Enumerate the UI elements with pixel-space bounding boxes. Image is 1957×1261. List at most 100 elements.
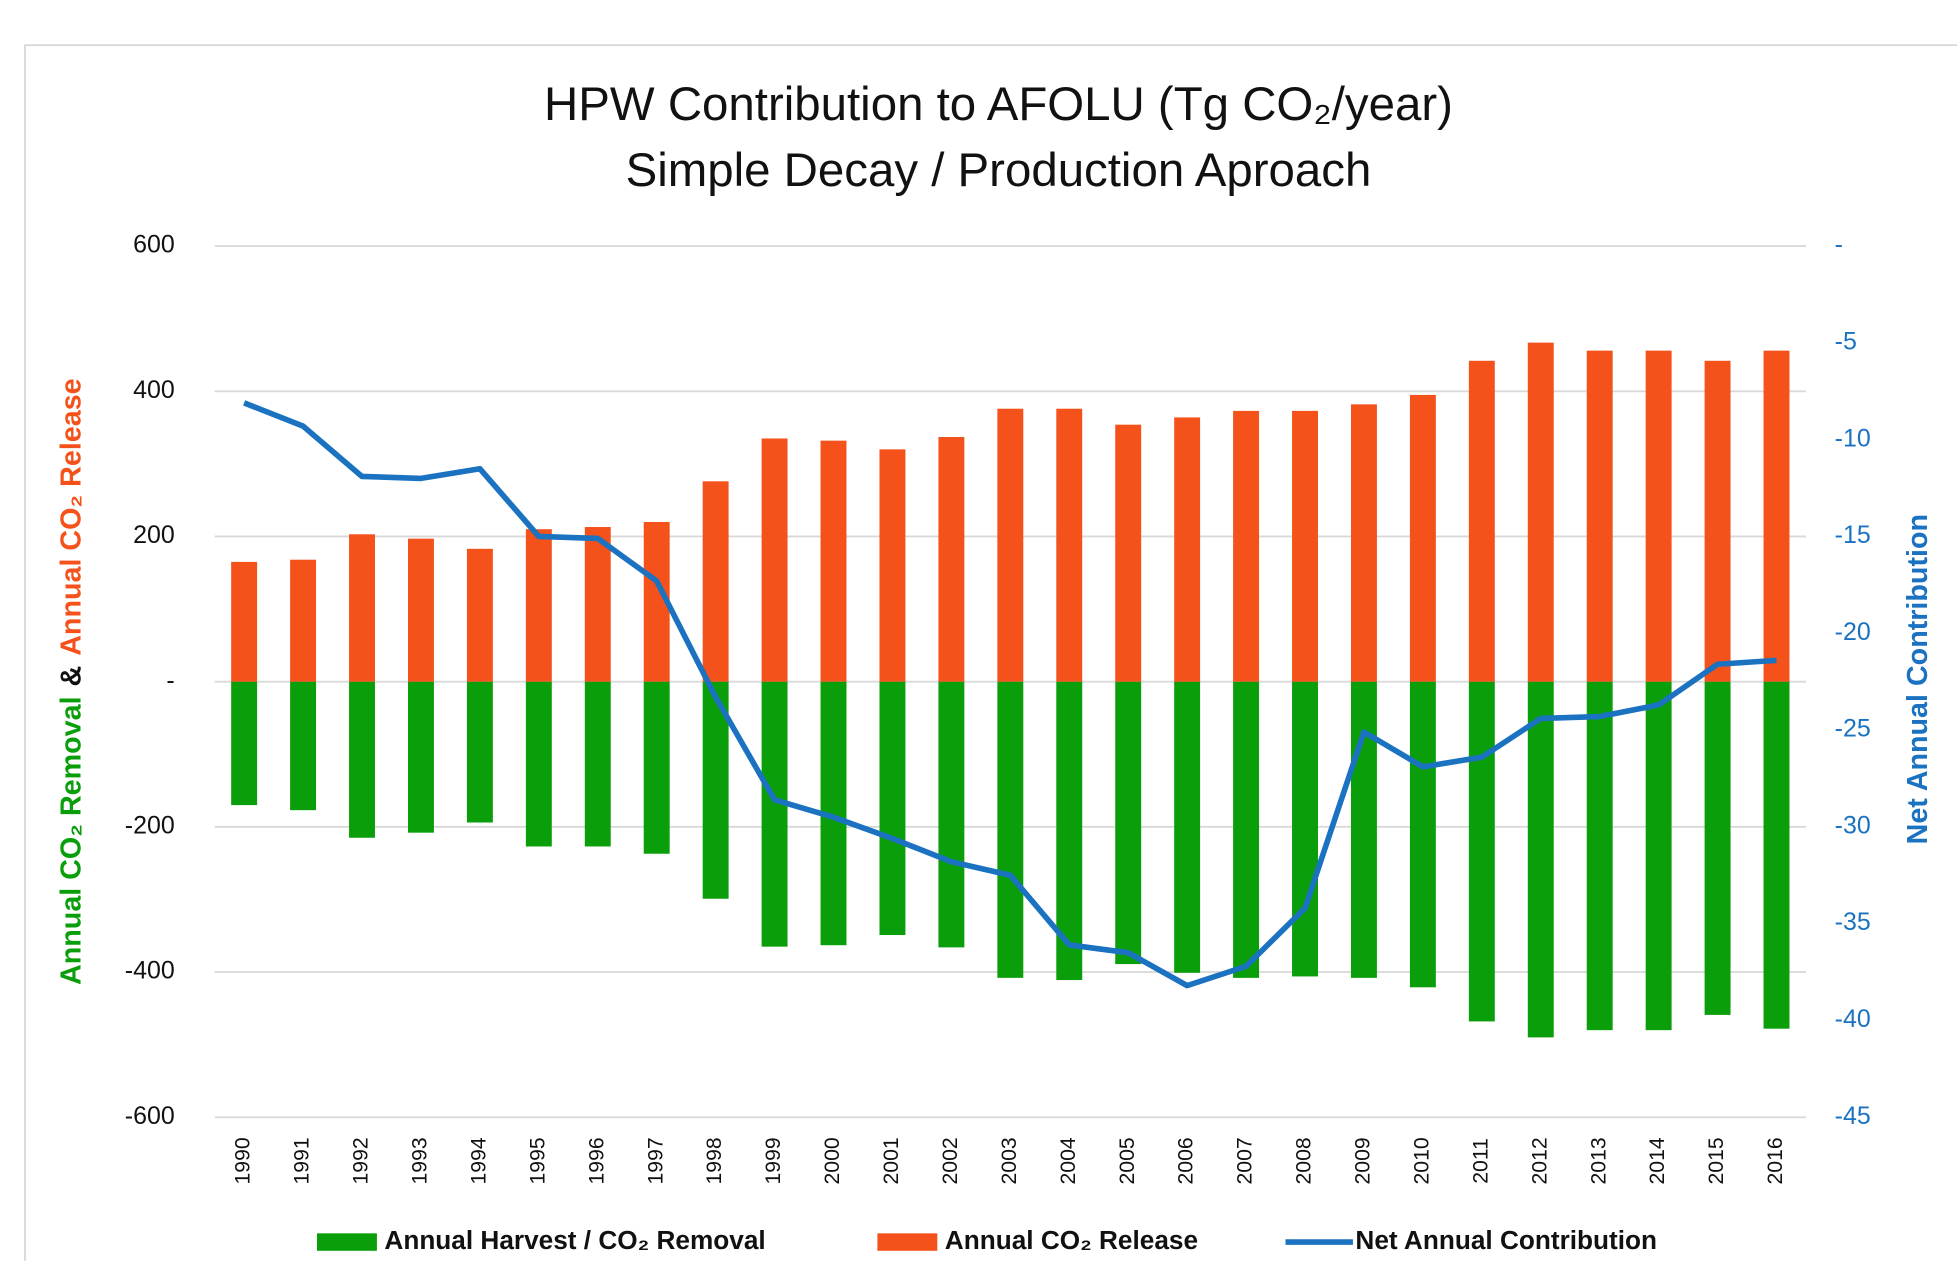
bar	[290, 681, 317, 811]
bar	[1704, 360, 1731, 682]
bar	[1645, 350, 1672, 682]
bar	[584, 527, 611, 682]
y-axis-title-part: Annual CO₂ Release	[55, 378, 87, 655]
bar	[1763, 681, 1790, 1029]
bar	[997, 681, 1024, 978]
bar	[1115, 681, 1142, 965]
y-axis-title-part: &	[55, 666, 87, 687]
legend-label: Annual Harvest / CO₂ Removal	[384, 1225, 765, 1255]
bar	[820, 440, 847, 682]
x-tick-label: 2007	[1234, 1137, 1257, 1184]
legend-swatch	[317, 1233, 377, 1251]
bar	[1174, 681, 1201, 973]
y2-tick-label: -45	[1835, 1102, 1871, 1130]
bar	[643, 681, 670, 854]
bar	[1586, 350, 1613, 682]
x-tick-label: 1997	[644, 1137, 667, 1184]
x-tick-label: 1991	[291, 1137, 314, 1184]
y2-axis-title: Net Annual Contribution	[1902, 514, 1934, 844]
bar	[1468, 360, 1495, 682]
legend-label: Net Annual Contribution	[1355, 1225, 1657, 1255]
x-tick-label: 2012	[1528, 1137, 1551, 1184]
bar	[1763, 350, 1790, 682]
x-tick-label: 1994	[467, 1137, 490, 1184]
y-axis-title: Annual CO₂ Removal & Annual CO₂ Release	[55, 378, 87, 985]
y-tick-label: 600	[133, 231, 175, 259]
bar	[1350, 681, 1377, 978]
bar	[1350, 404, 1377, 682]
y-tick-label: -400	[125, 957, 175, 985]
y2-tick-label: -10	[1835, 424, 1871, 452]
bar	[1409, 681, 1436, 988]
y2-tick-label: -30	[1835, 811, 1871, 839]
bar	[349, 534, 375, 682]
x-tick-label: 2010	[1410, 1137, 1433, 1184]
x-tick-label: 1992	[350, 1137, 373, 1184]
y2-tick-label: -5	[1835, 327, 1857, 355]
x-tick-label: 1996	[585, 1137, 608, 1184]
bar	[407, 681, 434, 833]
bar	[761, 681, 788, 947]
x-tick-label: 1999	[762, 1137, 785, 1184]
y-axis-title-part: Annual CO₂ Removal	[55, 696, 87, 985]
x-tick-label: 2005	[1116, 1137, 1139, 1184]
bar	[1527, 342, 1554, 682]
x-tick-label: 2003	[998, 1137, 1021, 1184]
bar	[1056, 408, 1083, 682]
bar	[584, 681, 611, 847]
x-tick-label: 2011	[1469, 1138, 1492, 1184]
bar	[997, 408, 1024, 682]
bar	[1409, 394, 1436, 682]
x-tick-label: 2000	[821, 1137, 844, 1184]
x-tick-label: 2014	[1646, 1137, 1669, 1184]
chart-title: HPW Contribution to AFOLU (Tg CO₂/year)	[544, 78, 1453, 131]
bar	[525, 681, 552, 847]
y2-tick-label: -40	[1835, 1005, 1871, 1033]
bar	[525, 529, 552, 682]
bar	[1468, 681, 1495, 1022]
y-tick-label: -200	[125, 811, 175, 839]
bar	[702, 681, 729, 899]
bar	[879, 449, 906, 682]
bar	[407, 538, 434, 682]
bar	[1586, 681, 1613, 1031]
bar	[1645, 681, 1672, 1031]
x-tick-label: 2006	[1175, 1137, 1198, 1184]
bar	[938, 681, 965, 948]
y2-tick-label: -35	[1835, 908, 1871, 936]
line	[243, 400, 1777, 989]
bar	[466, 681, 493, 823]
bar	[938, 437, 965, 682]
bar	[1115, 424, 1142, 682]
y-tick-label: -	[166, 666, 174, 694]
bar	[466, 548, 493, 682]
y-tick-label: -600	[125, 1102, 175, 1130]
x-tick-label: 2008	[1293, 1137, 1316, 1184]
bar	[879, 681, 906, 936]
bar	[1233, 681, 1260, 978]
bar	[1704, 681, 1731, 1015]
bar	[1292, 681, 1318, 977]
y2-tick-label: -20	[1835, 618, 1871, 646]
bar	[349, 681, 375, 838]
x-tick-label: 2001	[880, 1137, 903, 1184]
frame	[24, 44, 1957, 1261]
y-tick-label: 400	[133, 376, 175, 404]
bar	[1292, 410, 1318, 682]
x-tick-label: 2015	[1705, 1137, 1728, 1184]
x-tick-label: 2009	[1352, 1137, 1375, 1184]
y-tick-label: 200	[133, 521, 175, 549]
x-tick-label: 2013	[1587, 1137, 1610, 1184]
legend-swatch	[877, 1233, 938, 1251]
x-tick-label: 2002	[939, 1137, 962, 1184]
bar	[231, 681, 258, 806]
x-tick-label: 2004	[1057, 1137, 1080, 1184]
x-tick-label: 1993	[409, 1137, 432, 1184]
x-tick-label: 1998	[703, 1137, 726, 1184]
x-tick-label: 1995	[526, 1137, 549, 1184]
x-tick-label: 1990	[232, 1137, 255, 1184]
y2-tick-label: -25	[1835, 715, 1871, 743]
bar	[761, 438, 788, 682]
bar	[1174, 417, 1201, 682]
